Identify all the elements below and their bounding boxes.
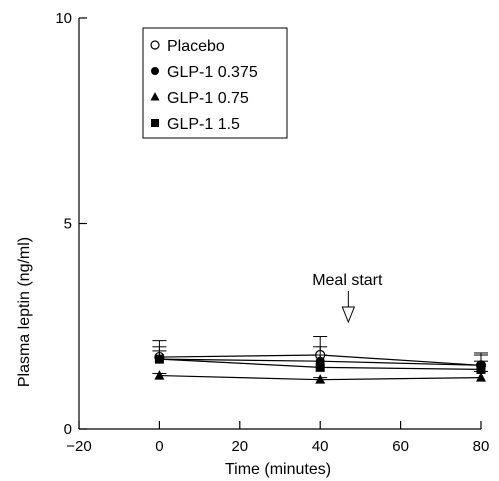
legend-marker bbox=[151, 67, 159, 75]
series-layer bbox=[152, 336, 488, 384]
data-point bbox=[154, 354, 164, 364]
legend-label: GLP-1 0.75 bbox=[167, 90, 249, 107]
meal-start-annotation: Meal start bbox=[312, 272, 383, 324]
y-tick-label: 0 bbox=[64, 421, 72, 438]
data-point bbox=[154, 370, 165, 380]
legend: Placebo GLP-1 0.375 GLP-1 0.75 GLP-1 1.5 bbox=[142, 27, 288, 139]
legend-label: Placebo bbox=[167, 38, 225, 55]
y-tick-label: 5 bbox=[64, 216, 72, 233]
annotation-arrow-head bbox=[341, 306, 356, 324]
legend-box bbox=[142, 27, 288, 139]
x-tick-label: 20 bbox=[231, 438, 248, 455]
y-tick-label: 10 bbox=[55, 10, 72, 27]
legend-label: GLP-1 1.5 bbox=[167, 116, 240, 133]
legend-marker bbox=[151, 119, 159, 127]
data-point bbox=[315, 374, 326, 384]
x-tick-label: 40 bbox=[312, 438, 329, 455]
data-point bbox=[315, 362, 325, 372]
y-axis-label: Plasma leptin (ng/ml) bbox=[16, 237, 33, 387]
x-tick-label: 0 bbox=[155, 438, 163, 455]
legend-label: GLP-1 0.375 bbox=[167, 64, 258, 81]
x-tick-label: 80 bbox=[473, 438, 490, 455]
x-tick-label: 60 bbox=[392, 438, 409, 455]
series-3 bbox=[152, 350, 488, 374]
x-axis-label: Time (minutes) bbox=[225, 461, 331, 478]
series-2 bbox=[152, 370, 488, 384]
legend-marker bbox=[150, 40, 160, 50]
annotation-label: Meal start bbox=[312, 272, 383, 289]
legend-marker bbox=[150, 92, 160, 101]
data-point bbox=[476, 364, 486, 374]
x-tick-label: −20 bbox=[66, 438, 91, 455]
data-point bbox=[476, 372, 486, 382]
